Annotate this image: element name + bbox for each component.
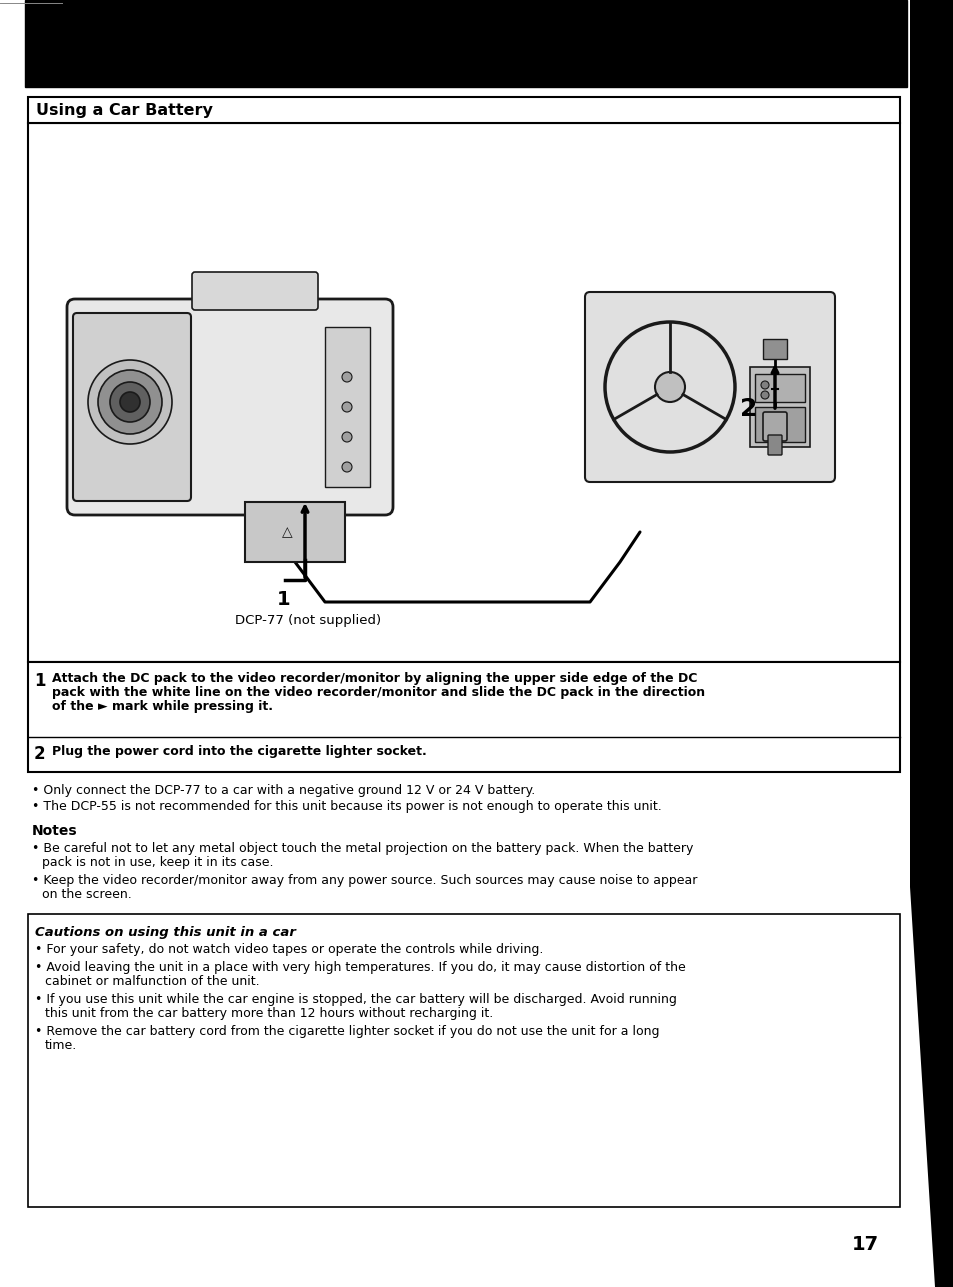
Text: Using a Car Battery: Using a Car Battery <box>36 103 213 117</box>
Text: cabinet or malfunction of the unit.: cabinet or malfunction of the unit. <box>45 976 259 988</box>
Text: Plug the power cord into the cigarette lighter socket.: Plug the power cord into the cigarette l… <box>52 745 426 758</box>
Circle shape <box>760 391 768 399</box>
Bar <box>754 407 804 441</box>
Circle shape <box>341 432 352 441</box>
Text: △: △ <box>281 525 292 539</box>
Bar <box>762 338 786 359</box>
Bar <box>245 502 345 562</box>
Circle shape <box>341 462 352 472</box>
FancyBboxPatch shape <box>762 412 786 441</box>
Text: • The DCP-55 is not recommended for this unit because its power is not enough to: • The DCP-55 is not recommended for this… <box>32 801 661 813</box>
FancyBboxPatch shape <box>584 292 834 483</box>
Text: Cautions on using this unit in a car: Cautions on using this unit in a car <box>35 927 295 940</box>
Bar <box>28 97 899 124</box>
Circle shape <box>110 382 150 422</box>
Bar <box>28 914 899 1207</box>
Bar <box>28 124 899 662</box>
Text: of the ► mark while pressing it.: of the ► mark while pressing it. <box>52 700 273 713</box>
Bar <box>28 662 899 772</box>
Text: 1: 1 <box>276 589 291 609</box>
FancyBboxPatch shape <box>67 299 393 515</box>
FancyBboxPatch shape <box>73 313 191 501</box>
FancyBboxPatch shape <box>192 272 317 310</box>
Circle shape <box>120 393 140 412</box>
Text: 1: 1 <box>34 672 46 690</box>
Text: • Remove the car battery cord from the cigarette lighter socket if you do not us: • Remove the car battery cord from the c… <box>35 1024 659 1039</box>
Text: Attach the DC pack to the video recorder/monitor by aligning the upper side edge: Attach the DC pack to the video recorder… <box>52 672 697 685</box>
Text: • For your safety, do not watch video tapes or operate the controls while drivin: • For your safety, do not watch video ta… <box>35 943 543 956</box>
Text: time.: time. <box>45 1039 77 1051</box>
Polygon shape <box>909 0 953 1287</box>
Bar <box>25 0 906 88</box>
Text: this unit from the car battery more than 12 hours without recharging it.: this unit from the car battery more than… <box>45 1006 493 1021</box>
Text: 2: 2 <box>34 745 46 763</box>
Text: DCP-77 (not supplied): DCP-77 (not supplied) <box>234 614 381 627</box>
Bar <box>754 375 804 402</box>
Circle shape <box>341 372 352 382</box>
Text: • If you use this unit while the car engine is stopped, the car battery will be : • If you use this unit while the car eng… <box>35 994 677 1006</box>
Text: 17: 17 <box>850 1236 878 1255</box>
Text: on the screen.: on the screen. <box>42 888 132 901</box>
FancyBboxPatch shape <box>767 435 781 456</box>
Text: pack is not in use, keep it in its case.: pack is not in use, keep it in its case. <box>42 856 274 869</box>
Circle shape <box>341 402 352 412</box>
Text: • Keep the video recorder/monitor away from any power source. Such sources may c: • Keep the video recorder/monitor away f… <box>32 874 697 887</box>
Text: • Only connect the DCP-77 to a car with a negative ground 12 V or 24 V battery.: • Only connect the DCP-77 to a car with … <box>32 784 535 797</box>
Text: • Avoid leaving the unit in a place with very high temperatures. If you do, it m: • Avoid leaving the unit in a place with… <box>35 961 685 974</box>
Circle shape <box>760 381 768 389</box>
Text: 2: 2 <box>740 396 757 421</box>
Text: Notes: Notes <box>32 824 77 838</box>
Text: • Be careful not to let any metal object touch the metal projection on the batte: • Be careful not to let any metal object… <box>32 842 693 855</box>
Bar <box>325 327 370 486</box>
Text: pack with the white line on the video recorder/monitor and slide the DC pack in : pack with the white line on the video re… <box>52 686 704 699</box>
Bar <box>749 367 809 447</box>
Circle shape <box>88 360 172 444</box>
Circle shape <box>655 372 684 402</box>
Circle shape <box>98 369 162 434</box>
